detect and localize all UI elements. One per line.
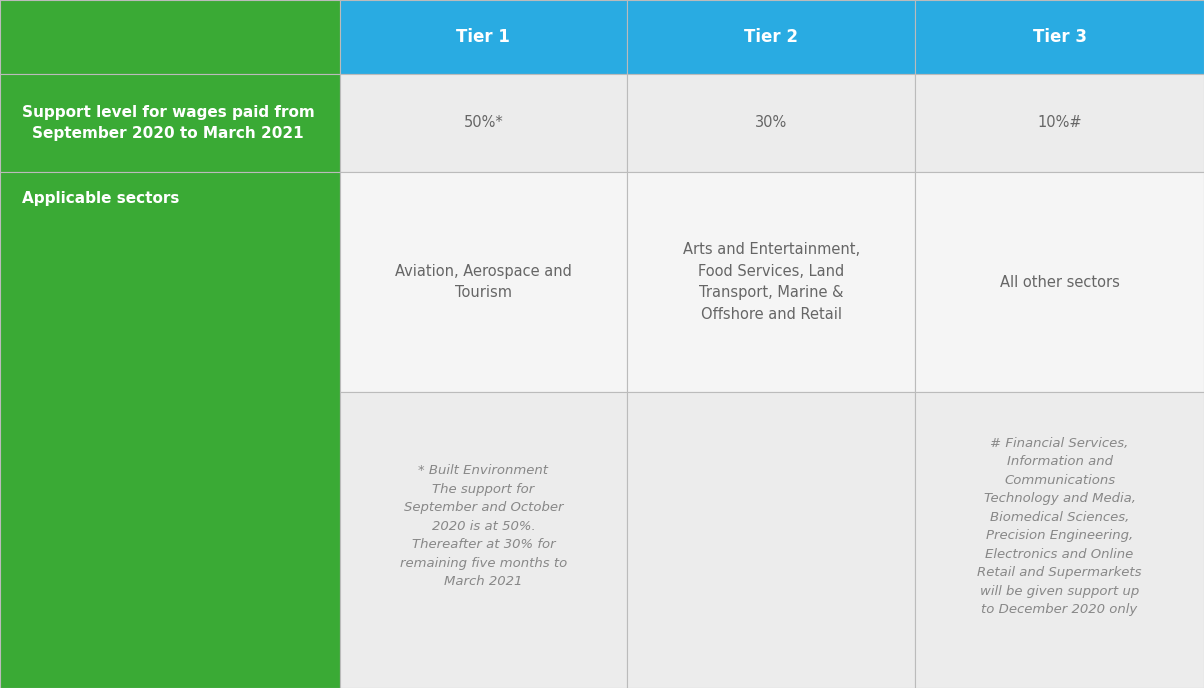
Bar	[627, 0, 915, 74]
Text: * Built Environment
The support for
September and October
2020 is at 50%.
Therea: * Built Environment The support for Sept…	[400, 464, 567, 588]
Text: Arts and Entertainment,
Food Services, Land
Transport, Marine &
Offshore and Ret: Arts and Entertainment, Food Services, L…	[683, 242, 860, 322]
Bar	[627, 392, 915, 688]
Bar	[627, 74, 915, 172]
Text: # Financial Services,
Information and
Communications
Technology and Media,
Biome: # Financial Services, Information and Co…	[978, 437, 1141, 616]
Bar	[0, 74, 340, 172]
Bar	[915, 172, 1204, 392]
Bar	[340, 0, 627, 74]
Bar	[340, 172, 627, 392]
Bar	[915, 392, 1204, 688]
Text: Tier 2: Tier 2	[744, 28, 798, 46]
Text: Applicable sectors: Applicable sectors	[22, 191, 179, 206]
Bar	[340, 392, 627, 688]
Bar	[627, 172, 915, 392]
Text: 50%*: 50%*	[464, 116, 503, 130]
Bar	[0, 0, 340, 74]
Text: 10%#: 10%#	[1037, 116, 1082, 130]
Bar	[0, 172, 340, 688]
Text: Tier 1: Tier 1	[456, 28, 510, 46]
Bar	[915, 74, 1204, 172]
Text: 30%: 30%	[755, 116, 787, 130]
Text: Tier 3: Tier 3	[1033, 28, 1086, 46]
Bar	[340, 74, 627, 172]
Text: All other sectors: All other sectors	[999, 275, 1120, 290]
Text: Support level for wages paid from
September 2020 to March 2021: Support level for wages paid from Septem…	[22, 105, 314, 141]
Bar	[915, 0, 1204, 74]
Text: Aviation, Aerospace and
Tourism: Aviation, Aerospace and Tourism	[395, 264, 572, 301]
